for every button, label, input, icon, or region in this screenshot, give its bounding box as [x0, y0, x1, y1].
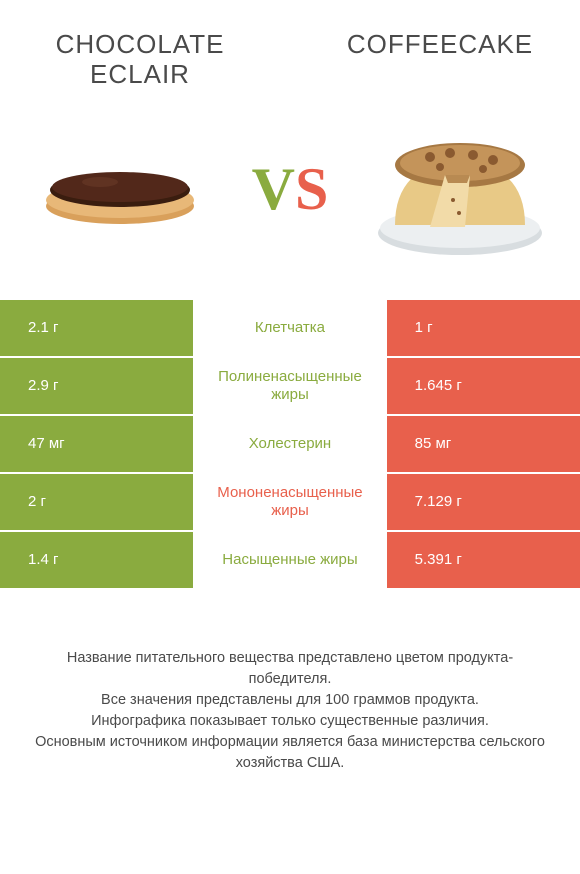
left-value: 2 г — [0, 474, 193, 530]
footer-line-1: Название питательного вещества представл… — [30, 648, 550, 690]
nutrient-name: Холестерин — [193, 416, 386, 472]
right-value: 1 г — [387, 300, 580, 356]
right-value: 85 мг — [387, 416, 580, 472]
left-value: 47 мг — [0, 416, 193, 472]
nutrition-row: 2.9 гПолиненасыщенные жиры1.645 г — [0, 358, 580, 414]
footer-notes: Название питательного вещества представл… — [0, 588, 580, 774]
footer-line-3: Инфографика показывает только существенн… — [30, 711, 550, 732]
coffeecake-icon — [375, 115, 545, 265]
footer-line-2: Все значения представлены для 100 граммо… — [30, 690, 550, 711]
right-value: 5.391 г — [387, 532, 580, 588]
nutrient-name: Насыщенные жиры — [193, 532, 386, 588]
footer-line-4: Основным источником информации является … — [30, 732, 550, 774]
left-value: 1.4 г — [0, 532, 193, 588]
nutrition-table: 2.1 гКлетчатка1 г2.9 гПолиненасыщенные ж… — [0, 300, 580, 588]
vs-label: VS — [252, 155, 329, 224]
vs-row: VS — [0, 100, 580, 300]
nutrient-name: Полиненасыщенные жиры — [193, 358, 386, 414]
left-product-title: CHOCOLATEECLAIR — [40, 30, 240, 90]
left-value: 2.9 г — [0, 358, 193, 414]
header: CHOCOLATEECLAIR COFFEECAKE — [0, 0, 580, 100]
nutrition-row: 2.1 гКлетчатка1 г — [0, 300, 580, 356]
nutrition-row: 2 гМононенасыщенные жиры7.129 г — [0, 474, 580, 530]
vs-s: S — [295, 156, 328, 222]
nutrient-name: Клетчатка — [193, 300, 386, 356]
left-value: 2.1 г — [0, 300, 193, 356]
coffeecake-image — [370, 120, 550, 260]
eclair-icon — [40, 150, 200, 230]
right-value: 7.129 г — [387, 474, 580, 530]
nutrition-row: 47 мгХолестерин85 мг — [0, 416, 580, 472]
vs-v: V — [252, 156, 295, 222]
right-value: 1.645 г — [387, 358, 580, 414]
nutrient-name: Мононенасыщенные жиры — [193, 474, 386, 530]
right-product-title: COFFEECAKE — [340, 30, 540, 90]
eclair-image — [30, 120, 210, 260]
nutrition-row: 1.4 гНасыщенные жиры5.391 г — [0, 532, 580, 588]
